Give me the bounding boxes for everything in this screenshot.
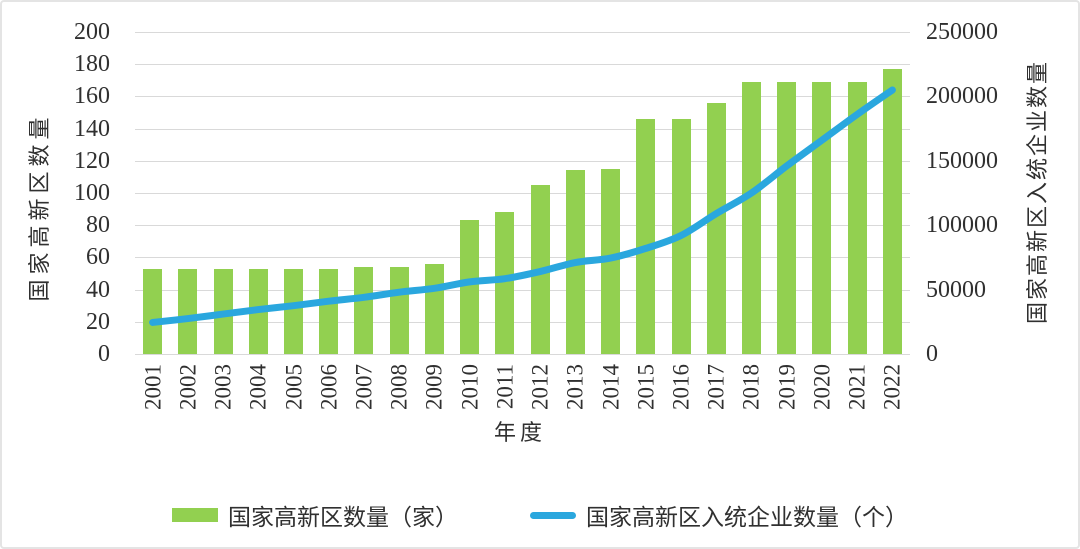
bar-2010 [460, 220, 480, 354]
bar-2020 [812, 81, 832, 354]
bar-2005 [284, 268, 304, 354]
x-tick-label-2017: 2017 [703, 364, 729, 410]
left-axis-tick-label: 160 [74, 83, 110, 110]
left-axis-title: 国家高新区数量 [27, 112, 52, 302]
x-tick-label-2022: 2022 [879, 364, 905, 410]
bar-2017 [706, 102, 726, 354]
bar-series-swatch [172, 508, 218, 522]
left-axis-tick-label: 0 [98, 341, 110, 367]
x-tick-label-2005: 2005 [281, 364, 307, 410]
left-axis-tick-label: 20 [86, 308, 110, 335]
bar-2019 [777, 81, 797, 354]
bar-2009 [424, 263, 444, 354]
x-tick-label-2021: 2021 [844, 364, 870, 410]
bar-2004 [248, 268, 268, 354]
bar-series-label: 国家高新区数量（家） [228, 505, 458, 530]
line-series-swatch [530, 511, 576, 519]
bar-2018 [741, 81, 761, 354]
x-tick-label-2015: 2015 [633, 364, 659, 410]
bar-2007 [354, 267, 374, 354]
right-axis-tick-label: 250000 [926, 19, 998, 45]
bar-2015 [636, 118, 656, 354]
bar-2016 [671, 118, 691, 354]
x-tick-label-2012: 2012 [527, 364, 553, 410]
x-tick-label-2003: 2003 [210, 364, 236, 410]
bar-2012 [530, 184, 550, 354]
x-tick-label-2013: 2013 [562, 364, 588, 410]
bar-2014 [601, 168, 621, 354]
right-axis-tick-label: 200000 [926, 83, 998, 110]
x-tick-label-2001: 2001 [140, 364, 166, 410]
x-tick-label-2019: 2019 [774, 364, 800, 410]
legend-item-bars: 国家高新区数量（家） [172, 498, 458, 532]
x-tick-label-2004: 2004 [245, 364, 271, 410]
bar-2011 [495, 212, 515, 354]
x-axis-title: 年度 [494, 420, 547, 445]
x-tick-label-2002: 2002 [175, 364, 201, 410]
gridline [135, 354, 910, 355]
left-axis-tick-label: 180 [74, 51, 110, 78]
left-axis-tick-label: 140 [74, 115, 110, 142]
bar-2003 [213, 268, 233, 354]
bar-2013 [565, 170, 585, 354]
bar-2006 [319, 268, 339, 354]
x-tick-label-2008: 2008 [386, 364, 412, 410]
left-axis-tick-label: 120 [74, 147, 110, 174]
x-tick-label-2018: 2018 [738, 364, 764, 410]
bar-2002 [178, 268, 198, 354]
bar-2022 [882, 69, 902, 354]
legend: 国家高新区数量（家） 国家高新区入统企业数量（个） [2, 498, 1078, 532]
right-axis-title: 国家高新区入统企业数量 [1025, 59, 1050, 325]
x-tick-label-2016: 2016 [668, 364, 694, 410]
legend-item-line: 国家高新区入统企业数量（个） [530, 498, 908, 532]
right-axis-tick-label: 100000 [926, 212, 998, 239]
x-tick-label-2020: 2020 [809, 364, 835, 410]
right-axis-tick-label: 50000 [926, 276, 986, 303]
bar-2021 [847, 81, 867, 354]
right-axis-tick-label: 0 [926, 341, 938, 367]
x-tick-label-2006: 2006 [316, 364, 342, 410]
left-axis-tick-label: 100 [74, 180, 110, 206]
x-tick-label-2010: 2010 [457, 364, 483, 410]
left-axis-tick-label: 80 [86, 212, 110, 239]
x-tick-label-2011: 2011 [492, 364, 518, 410]
left-axis-tick-label: 200 [74, 19, 110, 45]
right-axis-tick-label: 150000 [926, 147, 998, 174]
bar-2001 [143, 268, 163, 354]
left-axis-tick-label: 40 [86, 276, 110, 303]
x-tick-label-2007: 2007 [351, 364, 377, 410]
x-tick-label-2014: 2014 [598, 364, 624, 410]
left-axis-tick-label: 60 [86, 244, 110, 271]
bar-2008 [389, 267, 409, 354]
x-tick-label-2009: 2009 [421, 364, 447, 410]
line-series-label: 国家高新区入统企业数量（个） [586, 505, 908, 530]
gridline [135, 64, 910, 66]
gridline [135, 32, 910, 33]
